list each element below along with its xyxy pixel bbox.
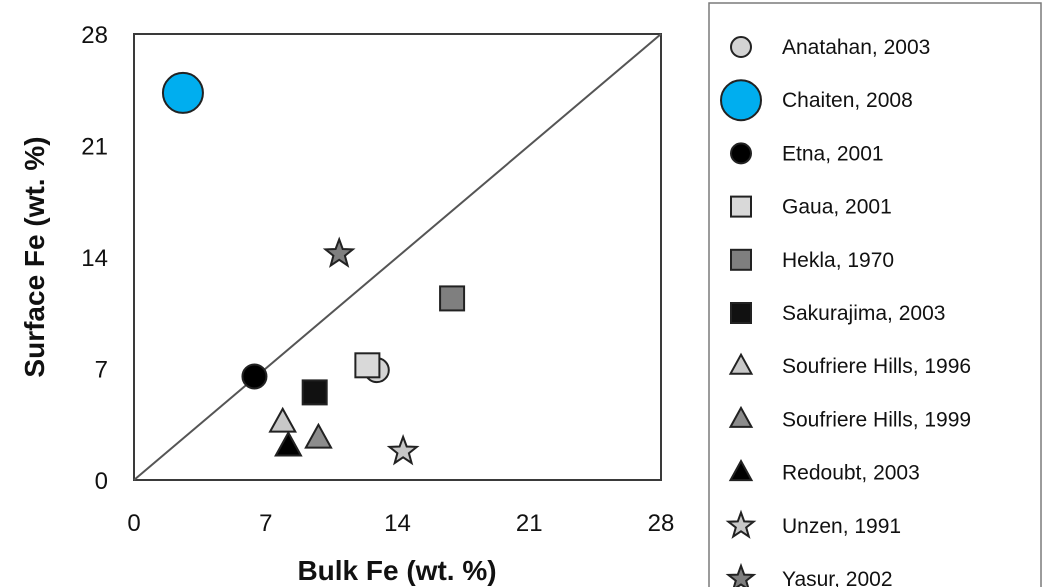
data-point [354, 352, 381, 379]
data-point [268, 406, 297, 433]
x-tick-label: 14 [384, 510, 411, 537]
legend-marker [730, 36, 752, 58]
y-axis-title: Surface Fe (wt. %) [19, 136, 50, 377]
data-point [161, 71, 204, 114]
legend-marker [730, 248, 752, 271]
y-tick-label: 7 [95, 357, 108, 384]
x-axis-title: Bulk Fe (wt. %) [297, 555, 496, 586]
legend-marker [728, 459, 754, 482]
legend-marker [720, 79, 762, 122]
legend-label: Gaua, 2001 [782, 196, 892, 219]
data-point [274, 430, 303, 457]
data-point [322, 236, 356, 268]
legend-label: Unzen, 1991 [782, 515, 901, 538]
data-point [301, 379, 328, 406]
legend-label: Chaiten, 2008 [782, 89, 913, 112]
x-tick-label: 0 [127, 510, 140, 537]
legend-label: Anatahan, 2003 [782, 36, 930, 59]
legend-marker [725, 562, 757, 587]
legend-marker [730, 302, 752, 324]
data-point [304, 422, 333, 449]
legend-label: Hekla, 1970 [782, 249, 894, 272]
legend-label: Redoubt, 2003 [782, 462, 920, 485]
data-point [241, 363, 268, 390]
legend-marker [728, 405, 754, 428]
legend-label: Etna, 2001 [782, 142, 884, 165]
legend-label: Sakurajima, 2003 [782, 302, 945, 325]
y-tick-label: 28 [81, 22, 108, 49]
x-tick-label: 28 [648, 510, 675, 537]
legend-label: Soufriere Hills, 1996 [782, 355, 971, 378]
y-tick-label: 14 [81, 245, 108, 272]
legend-marker [725, 509, 757, 539]
legend-box [708, 2, 1042, 587]
legend-label: Yasur, 2002 [782, 568, 893, 587]
legend-label: Soufriere Hills, 1999 [782, 408, 971, 431]
legend-marker [730, 195, 752, 218]
data-point [386, 434, 420, 466]
x-tick-label: 7 [259, 510, 272, 537]
x-axis-ticks: 0 7 14 21 28 [127, 510, 674, 537]
x-tick-label: 21 [516, 510, 543, 537]
legend-marker [728, 352, 754, 375]
legend: Anatahan, 2003 Chaiten, 2008 Etna, 2001 Gau… [708, 2, 1042, 587]
data-point [439, 285, 466, 312]
y-tick-label: 0 [95, 468, 108, 495]
y-tick-label: 21 [81, 134, 108, 161]
legend-marker [730, 142, 752, 165]
y-axis-ticks: 0 7 14 21 28 [81, 22, 108, 495]
one-to-one-reference-line [133, 33, 662, 481]
data-points [161, 71, 466, 466]
